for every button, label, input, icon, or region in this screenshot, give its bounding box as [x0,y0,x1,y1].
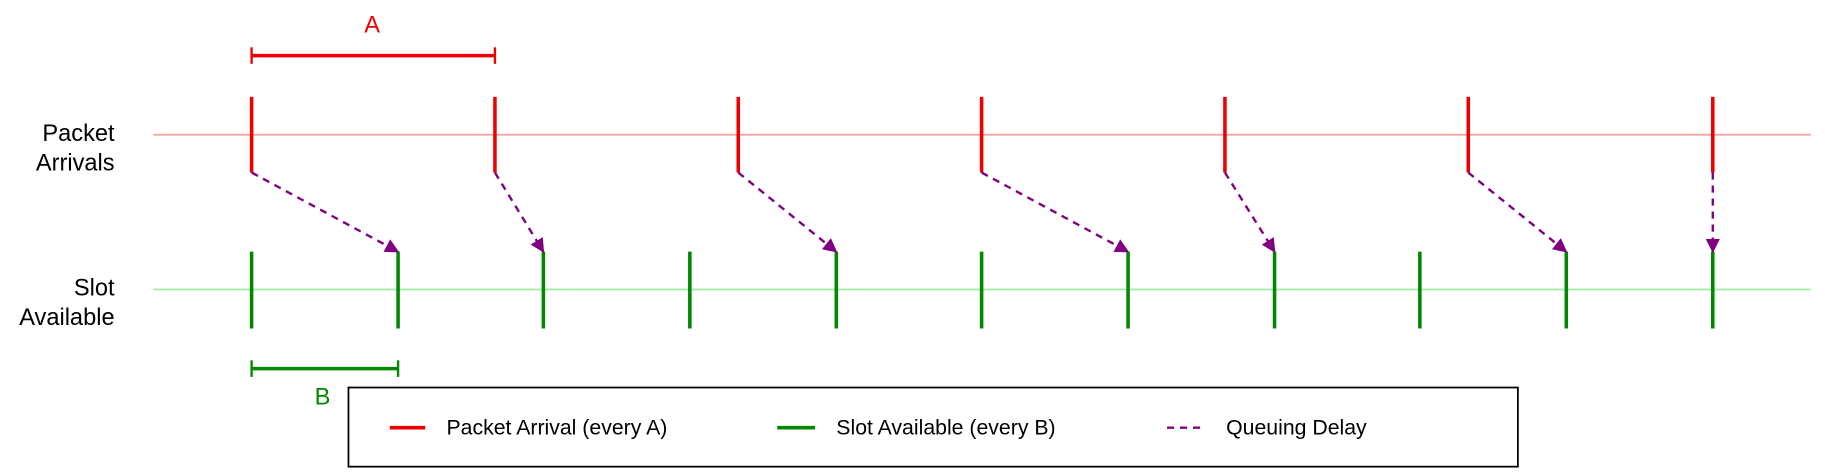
row-label: Arrivals [36,150,115,176]
legend-box [347,386,1519,468]
interval-a-label: A [364,12,380,38]
legend-label: Slot Available (every B) [836,415,1055,439]
queuing-arrow [737,171,838,253]
queuing-arrow [493,171,545,253]
row-label: Packet [42,121,115,147]
row-label: Available [19,305,114,331]
interval-b-label: B [315,384,331,410]
legend-label: Packet Arrival (every A) [447,415,668,439]
legend: Packet Arrival (every A) Slot Available … [347,386,1519,468]
queuing-arrow [251,171,400,253]
queuing-arrow [1467,171,1568,253]
timeline [153,47,1811,377]
queuing-arrow [981,171,1130,253]
row-label: Slot [74,276,115,302]
legend-label: Queuing Delay [1226,415,1367,439]
queuing-arrow [1223,171,1276,253]
